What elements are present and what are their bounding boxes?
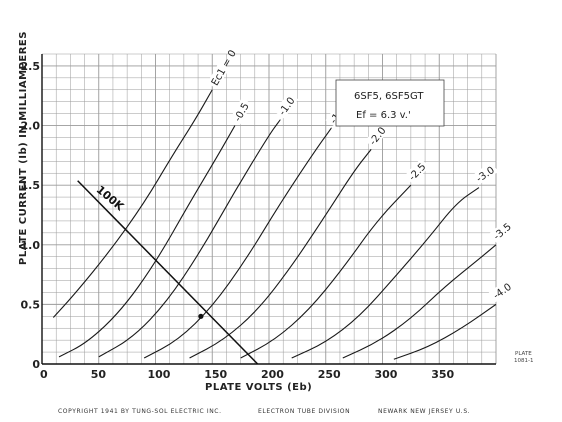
y-tick-label: 2.0 [21,120,41,133]
plot-frame [41,54,496,365]
plate-curve-8 [393,303,497,360]
x-axis-label: PLATE VOLTS (Eb) [205,382,312,393]
curve-label-bg-5 [404,158,430,184]
x-tick-label: 350 [431,368,454,381]
load-line [77,180,259,365]
y-axis-label: PLATE CURRENT (Ib) IN MILLIAMPERES [18,31,29,265]
copyright-note: COPYRIGHT 1941 BY TUNG-SOL ELECTRIC INC. [58,408,222,415]
curve-label-0: Ec1 = 0 [210,48,239,88]
y-tick-label: 1.0 [21,239,41,252]
plate-curve-0 [52,89,213,318]
chart-grid [41,53,497,365]
curve-label-bg-0 [207,62,230,90]
plate-curve-3 [143,127,332,359]
x-tick-label: 150 [204,368,227,381]
plate-curve-2 [98,119,281,358]
operating-point [198,313,204,319]
plate-note: PLATE [515,351,532,357]
plate-curve-5 [240,184,412,359]
y-tick-label: 2.5 [21,60,41,73]
curve-label-bg-4 [364,122,390,149]
location-note: NEWARK NEW JERSEY U.S. [378,408,470,415]
division-note: ELECTRON TUBE DIVISION [258,408,350,415]
load-line-group: 100K [77,180,259,365]
curve-label-bg-6 [471,161,499,186]
curve-label-bg-2 [274,92,299,119]
x-tick-label: 50 [91,368,107,381]
plate-code: 1081-1 [514,358,533,364]
plate-curve-1 [58,125,236,358]
curve-label-bg-1 [229,98,253,125]
axis-ticks: 0 50 100 150 200 250 300 350 0 0.5 1.0 1.5 2.0 2.5 [21,60,455,381]
x-tick-label: 0 [40,368,48,381]
y-tick-label: 0 [32,358,40,371]
x-tick-label: 250 [318,368,341,381]
plate-curve-7 [342,244,497,359]
y-tick-label: 0.5 [21,298,41,311]
x-tick-label: 200 [261,368,284,381]
curve-label-bg-7 [488,218,516,244]
y-tick-label: 1.5 [21,179,41,192]
chart-title: 6SF5, 6SF5GT [354,91,424,102]
plate-curve-6 [291,187,480,359]
x-tick-label: 100 [148,368,171,381]
chart-heater-label: Ef = 6.3 v.' [356,110,411,121]
curve-label-bg-8 [488,278,516,303]
title-box [335,79,445,127]
plate-curve-4 [189,149,372,359]
x-tick-label: 300 [375,368,398,381]
